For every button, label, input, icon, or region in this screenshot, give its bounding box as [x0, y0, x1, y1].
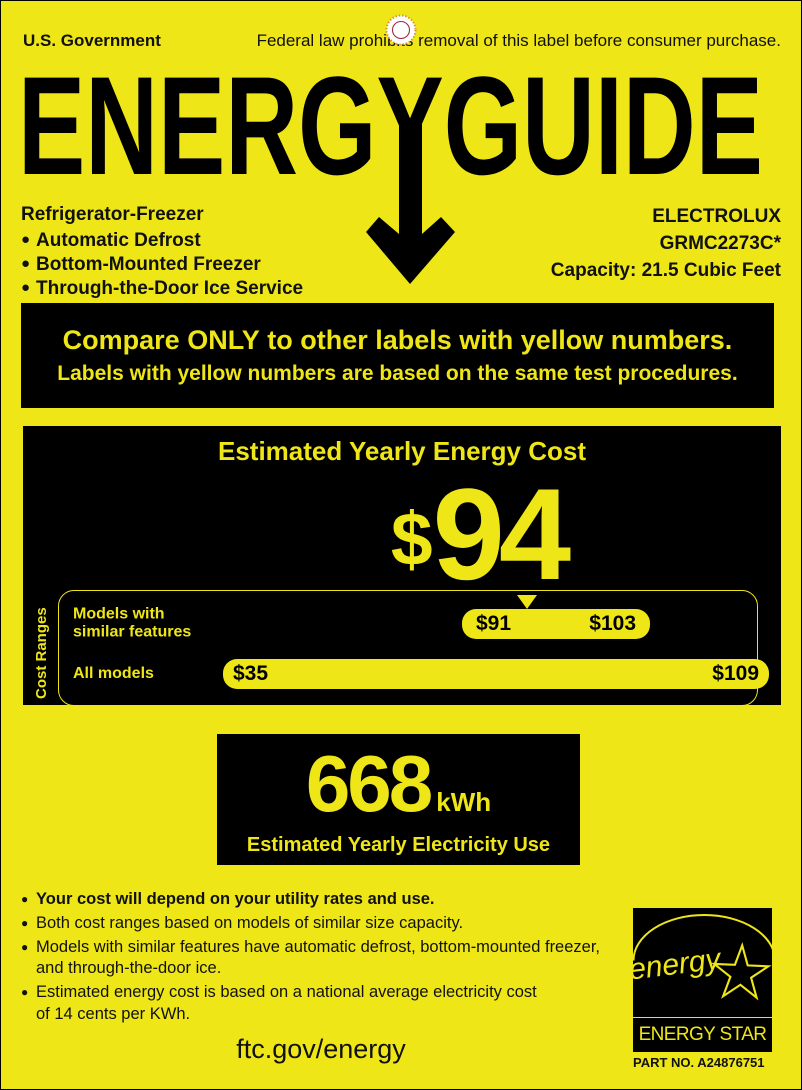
svg-text:energy: energy	[633, 942, 724, 986]
